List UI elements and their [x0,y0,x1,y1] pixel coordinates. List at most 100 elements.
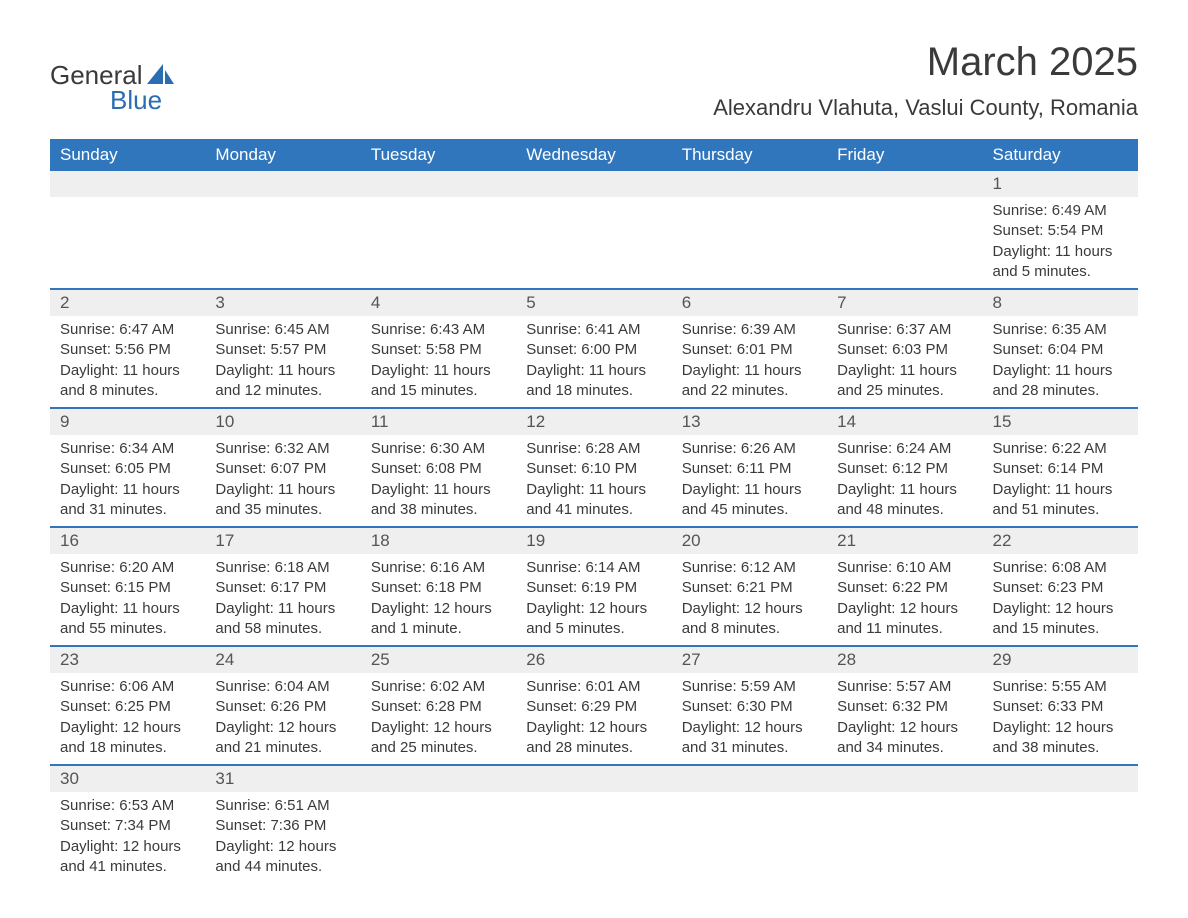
calendar-cell [50,171,205,289]
sunset-text: Sunset: 6:30 PM [682,697,817,717]
day-data: Sunrise: 6:41 AMSunset: 6:00 PMDaylight:… [516,316,671,407]
calendar-cell: 18Sunrise: 6:16 AMSunset: 6:18 PMDayligh… [361,527,516,646]
calendar-cell: 28Sunrise: 5:57 AMSunset: 6:32 PMDayligh… [827,646,982,765]
daylight-text: Daylight: 12 hours and 38 minutes. [993,718,1128,759]
sunrise-text: Sunrise: 6:45 AM [215,320,350,340]
calendar-cell: 11Sunrise: 6:30 AMSunset: 6:08 PMDayligh… [361,408,516,527]
daylight-text: Daylight: 11 hours and 48 minutes. [837,480,972,521]
sunset-text: Sunset: 6:15 PM [60,578,195,598]
sunrise-text: Sunrise: 6:51 AM [215,796,350,816]
sunset-text: Sunset: 6:14 PM [993,459,1128,479]
day-number [672,171,827,197]
brand-text-blue: Blue [110,85,162,116]
sunrise-text: Sunrise: 6:16 AM [371,558,506,578]
daylight-text: Daylight: 11 hours and 28 minutes. [993,361,1128,402]
sunset-text: Sunset: 6:29 PM [526,697,661,717]
sunrise-text: Sunrise: 6:32 AM [215,439,350,459]
calendar-cell: 10Sunrise: 6:32 AMSunset: 6:07 PMDayligh… [205,408,360,527]
day-data: Sunrise: 6:43 AMSunset: 5:58 PMDaylight:… [361,316,516,407]
daylight-text: Daylight: 12 hours and 1 minute. [371,599,506,640]
calendar-week-row: 9Sunrise: 6:34 AMSunset: 6:05 PMDaylight… [50,408,1138,527]
daylight-text: Daylight: 11 hours and 22 minutes. [682,361,817,402]
daylight-text: Daylight: 12 hours and 28 minutes. [526,718,661,759]
sunrise-text: Sunrise: 6:41 AM [526,320,661,340]
sunset-text: Sunset: 6:22 PM [837,578,972,598]
sunrise-text: Sunrise: 6:04 AM [215,677,350,697]
sunrise-text: Sunrise: 6:12 AM [682,558,817,578]
sunset-text: Sunset: 5:56 PM [60,340,195,360]
brand-logo: General Blue [50,60,175,116]
day-number: 30 [50,766,205,792]
day-data: Sunrise: 6:20 AMSunset: 6:15 PMDaylight:… [50,554,205,645]
day-number [672,766,827,792]
calendar-cell: 15Sunrise: 6:22 AMSunset: 6:14 PMDayligh… [983,408,1138,527]
day-data: Sunrise: 6:16 AMSunset: 6:18 PMDaylight:… [361,554,516,645]
day-number: 15 [983,409,1138,435]
daylight-text: Daylight: 12 hours and 8 minutes. [682,599,817,640]
daylight-text: Daylight: 12 hours and 11 minutes. [837,599,972,640]
day-data: Sunrise: 6:32 AMSunset: 6:07 PMDaylight:… [205,435,360,526]
day-number: 26 [516,647,671,673]
day-data: Sunrise: 6:47 AMSunset: 5:56 PMDaylight:… [50,316,205,407]
day-header: Monday [205,139,360,171]
day-header: Thursday [672,139,827,171]
day-number: 21 [827,528,982,554]
sunrise-text: Sunrise: 6:26 AM [682,439,817,459]
calendar-cell: 21Sunrise: 6:10 AMSunset: 6:22 PMDayligh… [827,527,982,646]
day-data: Sunrise: 6:39 AMSunset: 6:01 PMDaylight:… [672,316,827,407]
sunrise-text: Sunrise: 6:43 AM [371,320,506,340]
day-data: Sunrise: 6:12 AMSunset: 6:21 PMDaylight:… [672,554,827,645]
day-number: 18 [361,528,516,554]
daylight-text: Daylight: 12 hours and 44 minutes. [215,837,350,878]
sunrise-text: Sunrise: 6:14 AM [526,558,661,578]
day-data [827,197,982,267]
sunrise-text: Sunrise: 6:22 AM [993,439,1128,459]
daylight-text: Daylight: 12 hours and 18 minutes. [60,718,195,759]
day-data: Sunrise: 6:53 AMSunset: 7:34 PMDaylight:… [50,792,205,883]
calendar-cell: 17Sunrise: 6:18 AMSunset: 6:17 PMDayligh… [205,527,360,646]
calendar-cell [827,171,982,289]
calendar-cell: 12Sunrise: 6:28 AMSunset: 6:10 PMDayligh… [516,408,671,527]
day-number [361,171,516,197]
day-number: 20 [672,528,827,554]
calendar-table: Sunday Monday Tuesday Wednesday Thursday… [50,139,1138,883]
calendar-week-row: 23Sunrise: 6:06 AMSunset: 6:25 PMDayligh… [50,646,1138,765]
sunset-text: Sunset: 6:19 PM [526,578,661,598]
sunrise-text: Sunrise: 6:39 AM [682,320,817,340]
day-number [827,766,982,792]
month-title: March 2025 [713,40,1138,85]
day-data: Sunrise: 6:01 AMSunset: 6:29 PMDaylight:… [516,673,671,764]
sunrise-text: Sunrise: 6:53 AM [60,796,195,816]
day-data [827,792,982,862]
sunrise-text: Sunrise: 6:30 AM [371,439,506,459]
sunrise-text: Sunrise: 6:10 AM [837,558,972,578]
page-header: General Blue March 2025 Alexandru Vlahut… [50,40,1138,121]
day-data: Sunrise: 6:10 AMSunset: 6:22 PMDaylight:… [827,554,982,645]
day-data: Sunrise: 6:22 AMSunset: 6:14 PMDaylight:… [983,435,1138,526]
sunset-text: Sunset: 6:32 PM [837,697,972,717]
sunset-text: Sunset: 6:18 PM [371,578,506,598]
sunset-text: Sunset: 6:23 PM [993,578,1128,598]
sunrise-text: Sunrise: 6:49 AM [993,201,1128,221]
sunrise-text: Sunrise: 6:34 AM [60,439,195,459]
calendar-cell: 31Sunrise: 6:51 AMSunset: 7:36 PMDayligh… [205,765,360,883]
calendar-week-row: 2Sunrise: 6:47 AMSunset: 5:56 PMDaylight… [50,289,1138,408]
sunrise-text: Sunrise: 6:06 AM [60,677,195,697]
daylight-text: Daylight: 12 hours and 34 minutes. [837,718,972,759]
sunrise-text: Sunrise: 6:01 AM [526,677,661,697]
day-data: Sunrise: 6:28 AMSunset: 6:10 PMDaylight:… [516,435,671,526]
calendar-cell: 13Sunrise: 6:26 AMSunset: 6:11 PMDayligh… [672,408,827,527]
calendar-cell: 5Sunrise: 6:41 AMSunset: 6:00 PMDaylight… [516,289,671,408]
calendar-cell: 22Sunrise: 6:08 AMSunset: 6:23 PMDayligh… [983,527,1138,646]
day-number: 23 [50,647,205,673]
sunset-text: Sunset: 6:10 PM [526,459,661,479]
daylight-text: Daylight: 11 hours and 35 minutes. [215,480,350,521]
day-data: Sunrise: 6:51 AMSunset: 7:36 PMDaylight:… [205,792,360,883]
sunrise-text: Sunrise: 6:24 AM [837,439,972,459]
calendar-cell [516,171,671,289]
day-number: 12 [516,409,671,435]
day-data [983,792,1138,862]
daylight-text: Daylight: 12 hours and 25 minutes. [371,718,506,759]
sunset-text: Sunset: 6:00 PM [526,340,661,360]
sunrise-text: Sunrise: 6:37 AM [837,320,972,340]
